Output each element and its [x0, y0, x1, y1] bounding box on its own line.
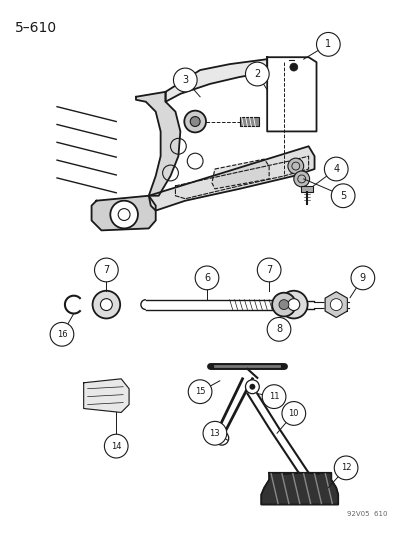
Circle shape: [104, 434, 128, 458]
Polygon shape: [135, 92, 180, 196]
Polygon shape: [324, 292, 347, 318]
Text: 16: 16: [57, 330, 67, 339]
Text: 7: 7: [103, 265, 109, 275]
Text: 15: 15: [195, 387, 205, 396]
Text: 14: 14: [111, 442, 121, 450]
Polygon shape: [211, 159, 268, 189]
Text: 2: 2: [254, 69, 260, 79]
Circle shape: [249, 384, 255, 390]
Circle shape: [110, 201, 138, 229]
Text: 9: 9: [359, 273, 365, 283]
FancyBboxPatch shape: [239, 117, 259, 126]
Polygon shape: [261, 473, 337, 505]
Text: 7: 7: [266, 265, 272, 275]
Text: 5–610: 5–610: [14, 21, 57, 35]
Text: 1: 1: [325, 39, 331, 50]
Circle shape: [261, 385, 285, 408]
Text: 12: 12: [340, 463, 351, 472]
Circle shape: [350, 266, 374, 290]
Circle shape: [316, 33, 339, 56]
Circle shape: [257, 258, 280, 282]
Circle shape: [195, 266, 218, 290]
Circle shape: [214, 431, 228, 445]
Circle shape: [218, 435, 224, 441]
Text: 10: 10: [288, 409, 298, 418]
Circle shape: [330, 298, 341, 311]
Circle shape: [289, 63, 297, 71]
Text: 4: 4: [332, 164, 339, 174]
Circle shape: [245, 62, 268, 86]
Circle shape: [278, 300, 288, 310]
Text: 11: 11: [268, 392, 279, 401]
Text: 5: 5: [339, 191, 345, 201]
Circle shape: [266, 318, 290, 341]
Circle shape: [271, 293, 295, 317]
Circle shape: [279, 290, 307, 318]
Circle shape: [333, 456, 357, 480]
Circle shape: [173, 68, 197, 92]
Text: 13: 13: [209, 429, 220, 438]
Circle shape: [202, 422, 226, 445]
Text: 92V05  610: 92V05 610: [346, 511, 387, 518]
Circle shape: [50, 322, 74, 346]
Polygon shape: [91, 196, 155, 230]
Polygon shape: [148, 146, 314, 211]
Text: 6: 6: [204, 273, 209, 283]
Circle shape: [281, 401, 305, 425]
Circle shape: [190, 117, 199, 126]
Text: 8: 8: [275, 325, 281, 334]
Polygon shape: [165, 59, 266, 102]
Circle shape: [184, 111, 206, 132]
FancyBboxPatch shape: [300, 186, 312, 192]
Circle shape: [100, 298, 112, 311]
Circle shape: [330, 184, 354, 208]
Circle shape: [324, 157, 347, 181]
Circle shape: [293, 171, 309, 187]
Circle shape: [93, 290, 120, 318]
Circle shape: [287, 158, 303, 174]
Circle shape: [245, 380, 259, 394]
Polygon shape: [83, 379, 129, 413]
Circle shape: [188, 380, 211, 403]
Text: 3: 3: [182, 75, 188, 85]
Circle shape: [287, 298, 299, 311]
Circle shape: [94, 258, 118, 282]
